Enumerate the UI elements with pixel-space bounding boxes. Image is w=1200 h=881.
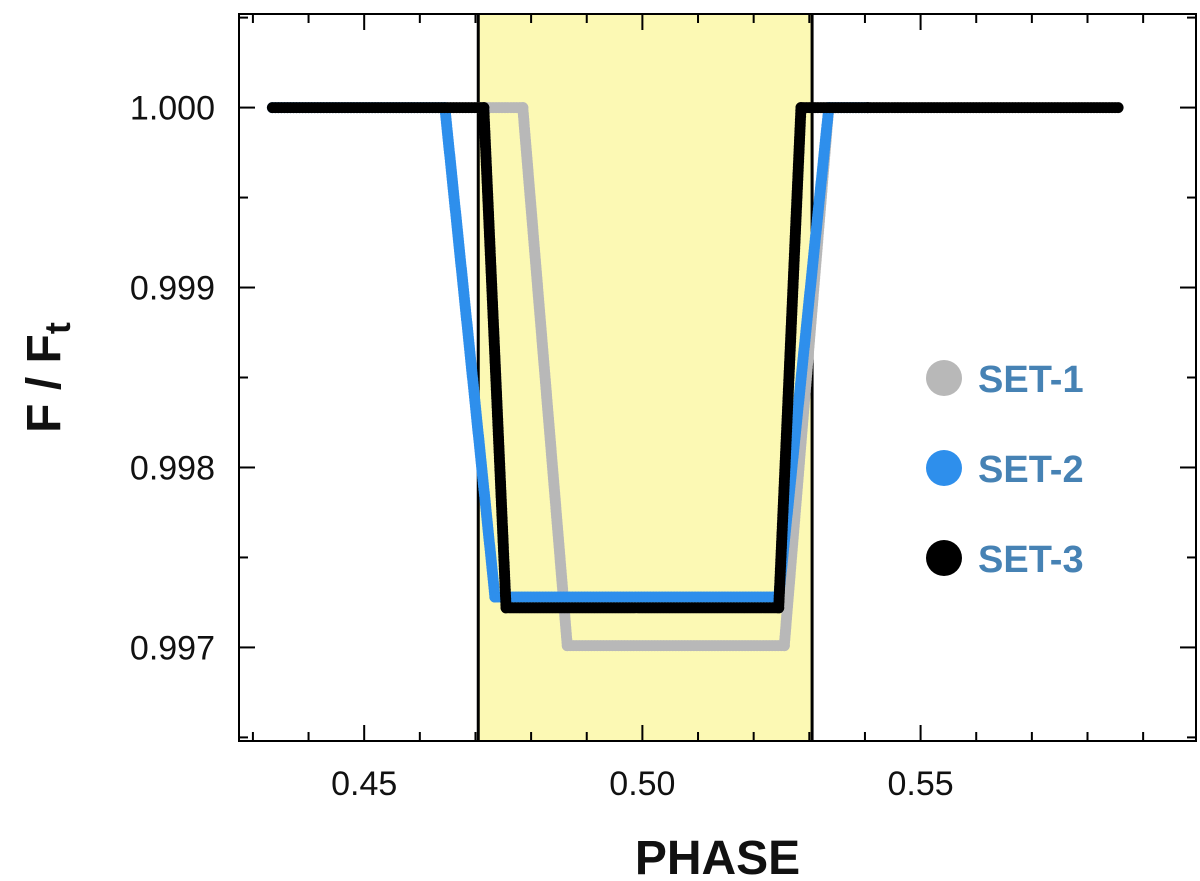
y-tick-label: 0.997 — [130, 629, 215, 667]
legend-marker-set-2 — [926, 450, 962, 486]
ticks-layer — [239, 14, 1196, 741]
x-tick-label: 0.50 — [609, 765, 675, 803]
legend-marker-set-1 — [926, 360, 962, 396]
series-set-3 — [266, 102, 1124, 614]
highlight-band — [478, 14, 813, 741]
legend-label-set-3: SET-3 — [978, 539, 1084, 581]
y-tick-label: 0.999 — [130, 270, 215, 308]
x-tick-label: 0.55 — [887, 765, 953, 803]
y-axis-title: F / Ft — [18, 322, 78, 433]
data-point — [1112, 102, 1124, 114]
y-axis-title-main: F / F — [18, 334, 71, 433]
y-axis-title-subscript: t — [37, 322, 78, 334]
x-tick-label: 0.45 — [331, 765, 397, 803]
tick-labels-layer: 0.45 0.50 0.55 0.997 0.998 0.999 1.000 — [130, 90, 954, 803]
x-axis-title: PHASE — [635, 832, 800, 881]
legend-label-set-1: SET-1 — [978, 359, 1084, 401]
legend-label-set-2: SET-2 — [978, 449, 1084, 491]
y-tick-label: 0.998 — [130, 449, 215, 487]
legend: SET-1 SET-2 SET-3 — [926, 359, 1084, 581]
series-layer — [266, 102, 1124, 652]
y-tick-label: 1.000 — [130, 90, 215, 128]
series-set-1 — [472, 102, 835, 652]
legend-marker-set-3 — [926, 540, 962, 576]
